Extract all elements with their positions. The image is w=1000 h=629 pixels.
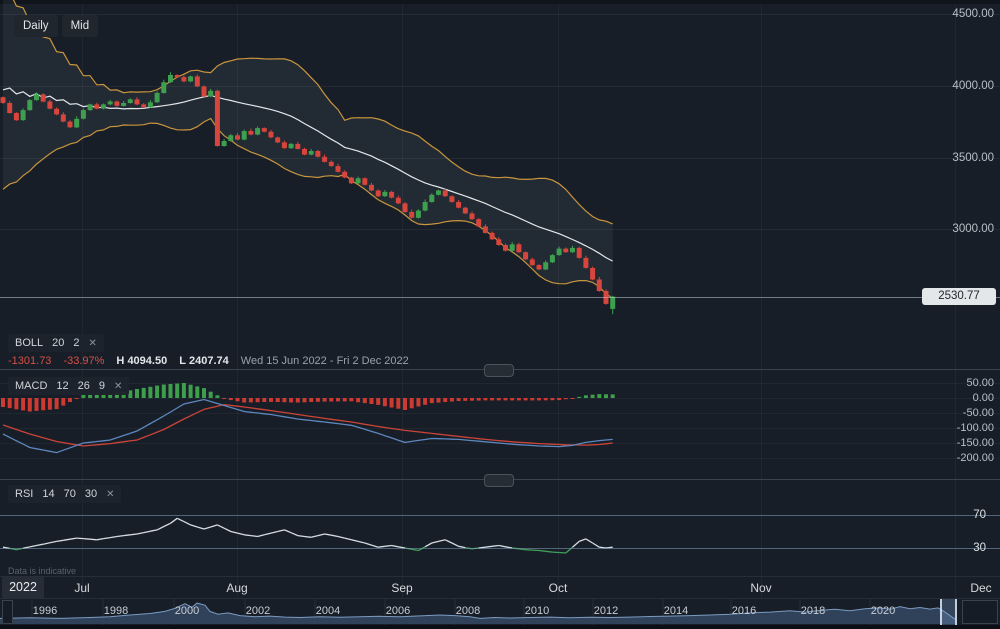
month-gridline — [82, 4, 83, 598]
data-indicative-note: Data is indicative — [8, 566, 77, 576]
navigator-year-label: 2012 — [593, 605, 619, 617]
month-gridline — [761, 4, 762, 598]
timeframe-buttons: Daily Mid — [14, 15, 99, 37]
price-axis-label: 3000.00 — [952, 223, 994, 235]
x-axis-month-label: Nov — [750, 581, 772, 595]
boll-param-dev: 2 — [73, 337, 80, 349]
timeframe-mid-button[interactable]: Mid — [61, 15, 99, 37]
navigator-year-label: 2020 — [870, 605, 896, 617]
rsi-level-line — [0, 548, 1000, 549]
macd-axis-label: -150.00 — [956, 437, 994, 449]
rsi-indicator-pill[interactable]: RSI 14 70 30 ✕ — [8, 485, 122, 503]
ohlc-summary: -1301.73 -33.97% H 4094.50 L 2407.74 Wed… — [8, 355, 409, 367]
navigator-selection-window[interactable] — [940, 599, 957, 625]
price-axis-label: 3500.00 — [952, 152, 994, 164]
boll-name: BOLL — [15, 337, 44, 349]
panel-resize-handle[interactable] — [484, 364, 514, 377]
navigator-left-box[interactable] — [2, 600, 13, 624]
navigator-year-label: 2014 — [663, 605, 689, 617]
boll-param-period: 20 — [52, 337, 65, 349]
navigator-year-label: 2000 — [174, 605, 200, 617]
macd-gridline — [0, 413, 1000, 414]
price-change: -1301.73 — [8, 355, 52, 367]
x-axis-month-label: Dec — [970, 581, 992, 595]
navigator-minimap[interactable] — [0, 599, 1000, 629]
month-gridline — [237, 4, 238, 598]
navigator-year-label: 2016 — [731, 605, 757, 617]
close-icon[interactable]: ✕ — [88, 337, 97, 349]
timeframe-daily-button[interactable]: Daily — [14, 15, 58, 37]
rsi-param-overbought: 70 — [63, 488, 76, 500]
panel-resize-handle[interactable] — [484, 474, 514, 487]
date-range: Wed 15 Jun 2022 - Fri 2 Dec 2022 — [240, 355, 409, 367]
macd-axis-label: -100.00 — [956, 422, 994, 434]
navigator-year-label: 2006 — [385, 605, 411, 617]
navigator-year-label: 2008 — [455, 605, 481, 617]
rsi-level-label: 70 — [973, 509, 986, 521]
navigator-year-label: 2002 — [245, 605, 271, 617]
high-prefix: H — [116, 355, 125, 367]
navigator-separator — [0, 598, 1000, 599]
navigator-right-box[interactable] — [962, 600, 998, 624]
current-price-label: 2530.77 — [922, 288, 996, 305]
rsi-level-line — [0, 515, 1000, 516]
price-gridline — [0, 14, 1000, 15]
price-axis-label: 4500.00 — [952, 8, 994, 20]
macd-gridline — [0, 458, 1000, 459]
price-gridline — [0, 229, 1000, 230]
price-axis-label: 4000.00 — [952, 80, 994, 92]
rsi-name: RSI — [15, 488, 34, 500]
month-gridline — [558, 4, 559, 598]
x-axis-month-label: Jul — [74, 581, 90, 595]
macd-param-slow: 26 — [77, 380, 90, 392]
rsi-param-period: 14 — [42, 488, 55, 500]
period-low: 2407.74 — [189, 355, 229, 367]
price-gridline — [0, 158, 1000, 159]
top-strip — [0, 0, 1000, 4]
macd-axis-label: -50.00 — [962, 407, 994, 419]
low-prefix: L — [179, 355, 186, 367]
close-icon[interactable]: ✕ — [106, 488, 115, 500]
price-gridline — [0, 86, 1000, 87]
macd-gridline — [0, 383, 1000, 384]
navigator-year-label: 1996 — [32, 605, 58, 617]
price-change-pct: -33.97% — [63, 355, 105, 367]
macd-param-signal: 9 — [98, 380, 106, 392]
bottom-strip — [0, 625, 1000, 629]
navigator-year-label: 2018 — [800, 605, 826, 617]
navigator-year-label: 2004 — [315, 605, 341, 617]
x-axis-month-label: Oct — [548, 581, 568, 595]
rsi-chart-canvas[interactable] — [0, 479, 1000, 575]
current-year-label: 2022 — [2, 577, 44, 598]
macd-param-fast: 12 — [56, 380, 69, 392]
period-high: 4094.50 — [127, 355, 168, 367]
macd-axis-label: 50.00 — [966, 377, 994, 389]
rsi-level-label: 30 — [973, 542, 986, 554]
month-gridline — [402, 4, 403, 598]
navigator-year-label: 2010 — [524, 605, 550, 617]
close-icon[interactable]: ✕ — [114, 380, 123, 392]
macd-indicator-pill[interactable]: MACD 12 26 9 ✕ — [8, 377, 130, 395]
macd-name: MACD — [15, 380, 48, 392]
time-axis-separator — [0, 576, 1000, 577]
x-axis-month-label: Sep — [391, 581, 413, 595]
macd-gridline — [0, 428, 1000, 429]
current-price-line — [0, 297, 1000, 298]
macd-chart-canvas[interactable] — [0, 370, 1000, 483]
price-chart-canvas[interactable] — [0, 0, 1000, 373]
macd-axis-label: -200.00 — [956, 452, 994, 464]
x-axis-month-label: Aug — [226, 581, 248, 595]
rsi-param-oversold: 30 — [84, 488, 98, 500]
navigator-year-label: 1998 — [103, 605, 129, 617]
boll-indicator-pill[interactable]: BOLL 20 2 ✕ — [8, 334, 104, 352]
macd-axis-label: 0.00 — [972, 392, 994, 404]
